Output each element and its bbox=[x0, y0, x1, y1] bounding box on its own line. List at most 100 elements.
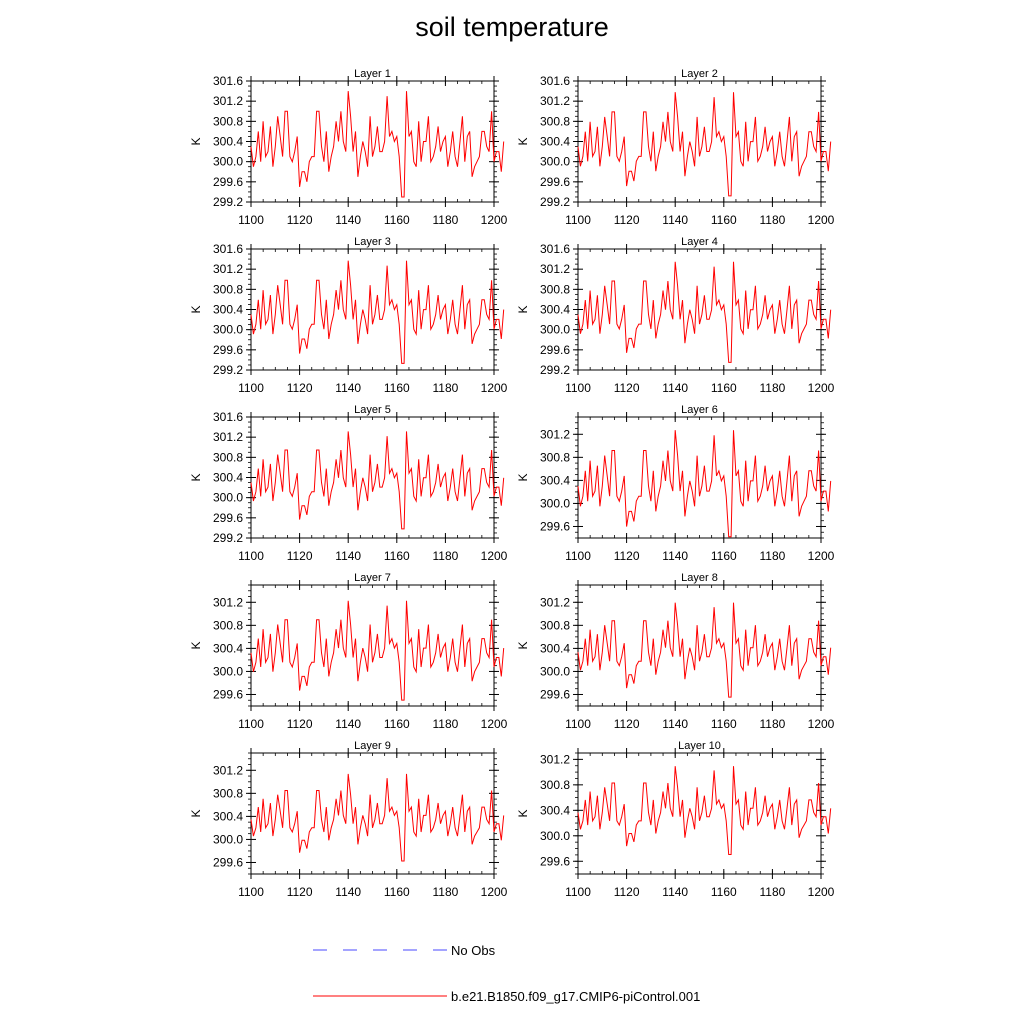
y-tick-label: 301.2 bbox=[540, 595, 570, 609]
y-tick-label: 301.2 bbox=[213, 763, 243, 777]
y-tick-label: 301.2 bbox=[213, 262, 243, 276]
x-tick-label: 1100 bbox=[238, 213, 264, 227]
x-tick-label: 1180 bbox=[759, 717, 785, 731]
x-tick-label: 1200 bbox=[481, 549, 508, 563]
y-tick-label: 300.0 bbox=[540, 496, 570, 510]
y-tick-label: 300.8 bbox=[540, 778, 570, 792]
x-tick-label: 1120 bbox=[614, 213, 640, 227]
x-tick-label: 1200 bbox=[808, 213, 835, 227]
y-tick-label: 299.6 bbox=[540, 687, 570, 701]
x-tick-label: 1120 bbox=[287, 549, 313, 563]
y-tick-label: 301.6 bbox=[213, 242, 243, 256]
panel-title: Layer 5 bbox=[354, 404, 391, 416]
y-tick-label: 299.6 bbox=[213, 855, 243, 869]
y-tick-label: 301.6 bbox=[213, 410, 243, 424]
series-line bbox=[250, 600, 505, 701]
x-tick-label: 1160 bbox=[711, 885, 737, 899]
y-tick-label: 300.0 bbox=[540, 155, 570, 169]
x-tick-label: 1180 bbox=[432, 549, 458, 563]
y-axis-label: K bbox=[516, 473, 530, 481]
x-tick-label: 1180 bbox=[759, 885, 785, 899]
y-tick-label: 301.6 bbox=[540, 74, 570, 88]
x-tick-label: 1160 bbox=[384, 381, 410, 395]
y-tick-label: 300.4 bbox=[540, 303, 570, 317]
y-tick-label: 299.6 bbox=[540, 519, 570, 533]
x-tick-label: 1180 bbox=[759, 213, 785, 227]
legend-model-label: b.e21.B1850.f09_g17.CMIP6-piControl.001 bbox=[451, 989, 700, 1004]
plot-frame bbox=[577, 416, 822, 539]
x-tick-label: 1160 bbox=[384, 549, 410, 563]
x-tick-label: 1160 bbox=[711, 549, 737, 563]
series-line bbox=[577, 602, 832, 698]
y-tick-label: 300.4 bbox=[213, 471, 243, 485]
y-tick-label: 300.4 bbox=[540, 473, 570, 487]
x-tick-label: 1200 bbox=[808, 549, 835, 563]
y-tick-label: 300.0 bbox=[540, 664, 570, 678]
x-tick-label: 1200 bbox=[481, 381, 508, 395]
x-tick-label: 1140 bbox=[335, 381, 361, 395]
x-tick-label: 1140 bbox=[335, 549, 361, 563]
y-tick-label: 300.4 bbox=[213, 135, 243, 149]
x-tick-label: 1100 bbox=[565, 717, 591, 731]
plot-frame bbox=[577, 584, 822, 707]
panel-7: Layer 7 K 299.6 300.0 300.4 300.8 301.2 1100 112… bbox=[189, 572, 508, 731]
y-tick-label: 299.6 bbox=[540, 343, 570, 357]
x-tick-label: 1100 bbox=[565, 381, 591, 395]
y-tick-label: 300.8 bbox=[213, 450, 243, 464]
x-tick-label: 1200 bbox=[808, 717, 835, 731]
y-tick-label: 299.6 bbox=[540, 175, 570, 189]
plot-frame bbox=[577, 80, 822, 203]
y-tick-label: 301.2 bbox=[540, 752, 570, 766]
y-tick-label: 300.4 bbox=[540, 135, 570, 149]
panel-title: Layer 6 bbox=[681, 404, 718, 416]
y-tick-label: 300.4 bbox=[213, 641, 243, 655]
y-tick-label: 300.0 bbox=[213, 664, 243, 678]
series-line bbox=[577, 261, 832, 363]
y-tick-label: 299.6 bbox=[213, 687, 243, 701]
y-tick-label: 299.2 bbox=[540, 363, 570, 377]
x-tick-label: 1200 bbox=[481, 885, 508, 899]
x-tick-label: 1160 bbox=[711, 381, 737, 395]
x-tick-label: 1180 bbox=[432, 717, 458, 731]
y-tick-label: 300.0 bbox=[213, 323, 243, 337]
y-tick-label: 300.0 bbox=[213, 491, 243, 505]
y-tick-label: 299.6 bbox=[213, 175, 243, 189]
x-tick-label: 1180 bbox=[759, 381, 785, 395]
y-tick-label: 300.8 bbox=[540, 114, 570, 128]
x-tick-label: 1140 bbox=[335, 885, 361, 899]
x-tick-label: 1140 bbox=[662, 549, 688, 563]
x-tick-label: 1160 bbox=[711, 717, 737, 731]
y-axis-label: K bbox=[189, 809, 203, 817]
panel-2: Layer 2 K 299.2 299.6 300.0 300.4 300.8 301.2 30… bbox=[516, 68, 835, 227]
y-tick-label: 301.2 bbox=[213, 94, 243, 108]
plot-frame bbox=[250, 416, 495, 539]
panel-9: Layer 9 K 299.6 300.0 300.4 300.8 301.2 1100 112… bbox=[189, 740, 508, 899]
plot-frame bbox=[250, 80, 495, 203]
x-tick-label: 1140 bbox=[662, 717, 688, 731]
y-tick-label: 299.2 bbox=[213, 195, 243, 209]
legend-obs-label: No Obs bbox=[451, 943, 496, 958]
series-line bbox=[577, 92, 832, 197]
y-tick-label: 300.8 bbox=[213, 114, 243, 128]
x-tick-label: 1200 bbox=[481, 717, 508, 731]
y-tick-label: 301.6 bbox=[213, 74, 243, 88]
panel-title: Layer 4 bbox=[681, 236, 718, 248]
y-tick-label: 299.2 bbox=[540, 195, 570, 209]
y-tick-label: 301.2 bbox=[213, 595, 243, 609]
x-tick-label: 1160 bbox=[384, 885, 410, 899]
y-tick-label: 300.0 bbox=[213, 832, 243, 846]
series-line bbox=[250, 91, 505, 198]
x-tick-label: 1200 bbox=[481, 213, 508, 227]
x-tick-label: 1200 bbox=[808, 381, 835, 395]
panel-4: Layer 4 K 299.2 299.6 300.0 300.4 300.8 301.2 30… bbox=[516, 236, 835, 395]
y-axis-label: K bbox=[189, 641, 203, 649]
y-tick-label: 301.2 bbox=[540, 262, 570, 276]
panel-title: Layer 8 bbox=[681, 572, 718, 584]
y-tick-label: 299.6 bbox=[213, 343, 243, 357]
y-tick-label: 300.0 bbox=[213, 155, 243, 169]
x-tick-label: 1100 bbox=[565, 549, 591, 563]
series-line bbox=[577, 766, 832, 855]
series-line bbox=[577, 430, 832, 538]
y-tick-label: 299.2 bbox=[213, 363, 243, 377]
